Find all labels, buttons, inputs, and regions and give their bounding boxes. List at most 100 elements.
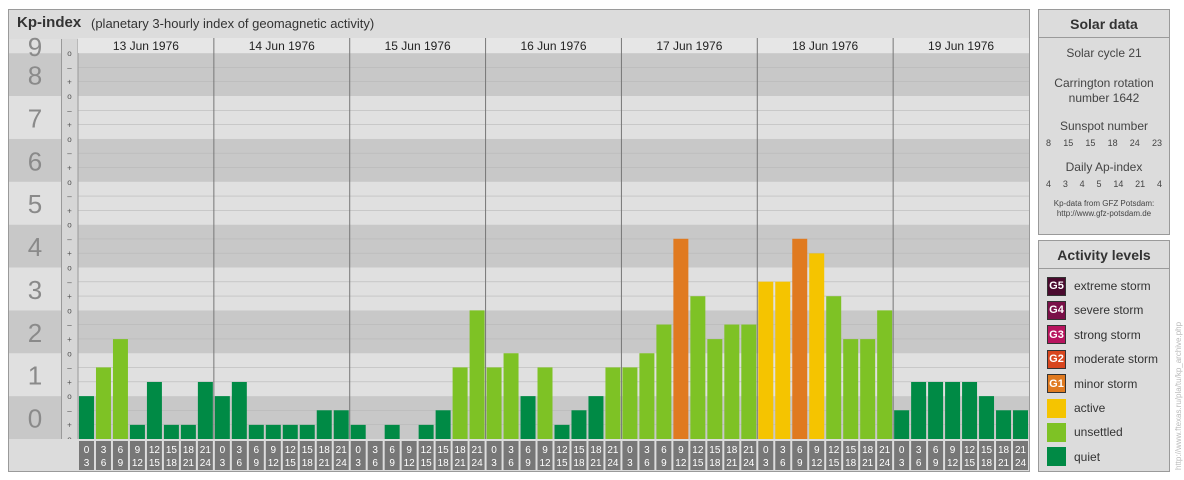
kp-bar bbox=[979, 396, 995, 439]
interval-cell bbox=[588, 441, 604, 470]
y-subtick-label: + bbox=[67, 78, 72, 87]
interval-end-label: 15 bbox=[692, 458, 704, 469]
interval-end-label: 12 bbox=[539, 458, 551, 469]
interval-cell bbox=[911, 441, 927, 470]
interval-end-label: 24 bbox=[743, 458, 755, 469]
y-subtick-label: + bbox=[67, 121, 72, 130]
interval-end-label: 21 bbox=[998, 458, 1010, 469]
interval-end-label: 12 bbox=[811, 458, 823, 469]
activity-level-label: extreme storm bbox=[1074, 279, 1151, 293]
interval-start-label: 15 bbox=[709, 445, 721, 456]
interval-start-label: 18 bbox=[998, 445, 1010, 456]
activity-level-swatch bbox=[1047, 447, 1066, 467]
interval-end-label: 18 bbox=[981, 458, 993, 469]
ap-value: 5 bbox=[1096, 179, 1102, 189]
interval-cell bbox=[469, 441, 485, 470]
y-band-label-bg bbox=[9, 267, 61, 311]
interval-cell bbox=[622, 441, 638, 470]
y-subtick-label: – bbox=[67, 406, 72, 415]
interval-end-label: 9 bbox=[118, 458, 124, 469]
interval-cell bbox=[95, 441, 111, 470]
interval-cell bbox=[843, 441, 859, 470]
chart-subtitle: (planetary 3-hourly index of geomagnetic… bbox=[91, 16, 375, 31]
ap-value: 4 bbox=[1046, 179, 1052, 189]
day-label: 17 Jun 1976 bbox=[656, 39, 722, 53]
carrington-line1: Carrington rotation bbox=[1054, 76, 1154, 90]
interval-start-label: 0 bbox=[355, 445, 361, 456]
interval-end-label: 12 bbox=[675, 458, 687, 469]
y-band-label-bg bbox=[9, 224, 61, 268]
y-band-label-bg bbox=[9, 396, 61, 439]
interval-end-label: 24 bbox=[879, 458, 891, 469]
interval-cell bbox=[180, 441, 196, 470]
interval-start-label: 0 bbox=[84, 445, 90, 456]
interval-start-label: 0 bbox=[491, 445, 497, 456]
kp-bar bbox=[809, 253, 825, 439]
y-band bbox=[78, 224, 1029, 268]
interval-end-label: 6 bbox=[916, 458, 922, 469]
interval-end-label: 9 bbox=[254, 458, 260, 469]
kp-bar bbox=[333, 410, 349, 439]
sunspot-value: 24 bbox=[1129, 138, 1140, 148]
interval-cell bbox=[571, 441, 587, 470]
kp-bar bbox=[911, 381, 927, 439]
interval-cell bbox=[690, 441, 706, 470]
interval-start-label: 12 bbox=[828, 445, 840, 456]
y-subtick-label: + bbox=[67, 335, 72, 344]
activity-level-swatch: G4 bbox=[1047, 300, 1066, 320]
activity-level-swatch: G3 bbox=[1047, 325, 1066, 345]
interval-end-label: 9 bbox=[661, 458, 667, 469]
interval-start-label: 9 bbox=[678, 445, 684, 456]
interval-start-label: 0 bbox=[220, 445, 226, 456]
interval-start-label: 18 bbox=[183, 445, 195, 456]
activity-level-item: quiet bbox=[1047, 447, 1100, 467]
interval-start-label: 18 bbox=[590, 445, 602, 456]
y-tick-label: 4 bbox=[28, 232, 42, 262]
y-band bbox=[78, 96, 1029, 139]
interval-start-label: 18 bbox=[455, 445, 467, 456]
interval-start-label: 12 bbox=[149, 445, 161, 456]
y-band bbox=[78, 53, 1029, 97]
interval-cell bbox=[299, 441, 315, 470]
interval-start-label: 9 bbox=[406, 445, 412, 456]
day-label: 18 Jun 1976 bbox=[792, 39, 858, 53]
y-subtick-label: – bbox=[67, 149, 72, 158]
kp-bar bbox=[588, 396, 604, 439]
activity-level-label: minor storm bbox=[1074, 376, 1138, 391]
activity-level-label: quiet bbox=[1074, 449, 1101, 464]
interval-end-label: 6 bbox=[508, 458, 514, 469]
interval-start-label: 0 bbox=[627, 445, 633, 456]
interval-start-label: 9 bbox=[950, 445, 956, 456]
y-tick-label: 9 bbox=[28, 32, 42, 62]
interval-cell bbox=[520, 441, 536, 470]
kp-bar bbox=[265, 424, 281, 439]
interval-start-label: 6 bbox=[933, 445, 939, 456]
kp-bar bbox=[775, 281, 791, 439]
y-band-label-bg bbox=[9, 96, 61, 139]
interval-cell bbox=[112, 441, 128, 470]
y-subtick-label: – bbox=[67, 278, 72, 287]
kp-bar bbox=[843, 339, 859, 439]
day-label: 19 Jun 1976 bbox=[928, 39, 994, 53]
ap-value: 21 bbox=[1135, 179, 1146, 189]
interval-end-label: 6 bbox=[372, 458, 378, 469]
interval-cell bbox=[214, 441, 230, 470]
kp-bar bbox=[384, 424, 400, 439]
activity-level-label: strong storm bbox=[1074, 327, 1141, 342]
interval-start-label: 15 bbox=[981, 445, 993, 456]
interval-end-label: 6 bbox=[644, 458, 650, 469]
interval-start-label: 3 bbox=[101, 445, 107, 456]
interval-end-label: 9 bbox=[933, 458, 939, 469]
y-band-label-bg bbox=[9, 53, 61, 97]
activity-level-item: G4 severe storm bbox=[1047, 300, 1143, 320]
interval-cell bbox=[741, 441, 757, 470]
carrington-line2: number 1642 bbox=[1068, 91, 1140, 105]
interval-start-label: 21 bbox=[743, 445, 755, 456]
interval-cell bbox=[79, 441, 94, 470]
activity-level-label: unsettled bbox=[1074, 425, 1123, 440]
interval-end-label: 15 bbox=[828, 458, 840, 469]
interval-end-label: 3 bbox=[763, 458, 769, 469]
kp-bar bbox=[605, 367, 621, 439]
kp-bar bbox=[894, 410, 910, 439]
interval-start-label: 15 bbox=[845, 445, 857, 456]
